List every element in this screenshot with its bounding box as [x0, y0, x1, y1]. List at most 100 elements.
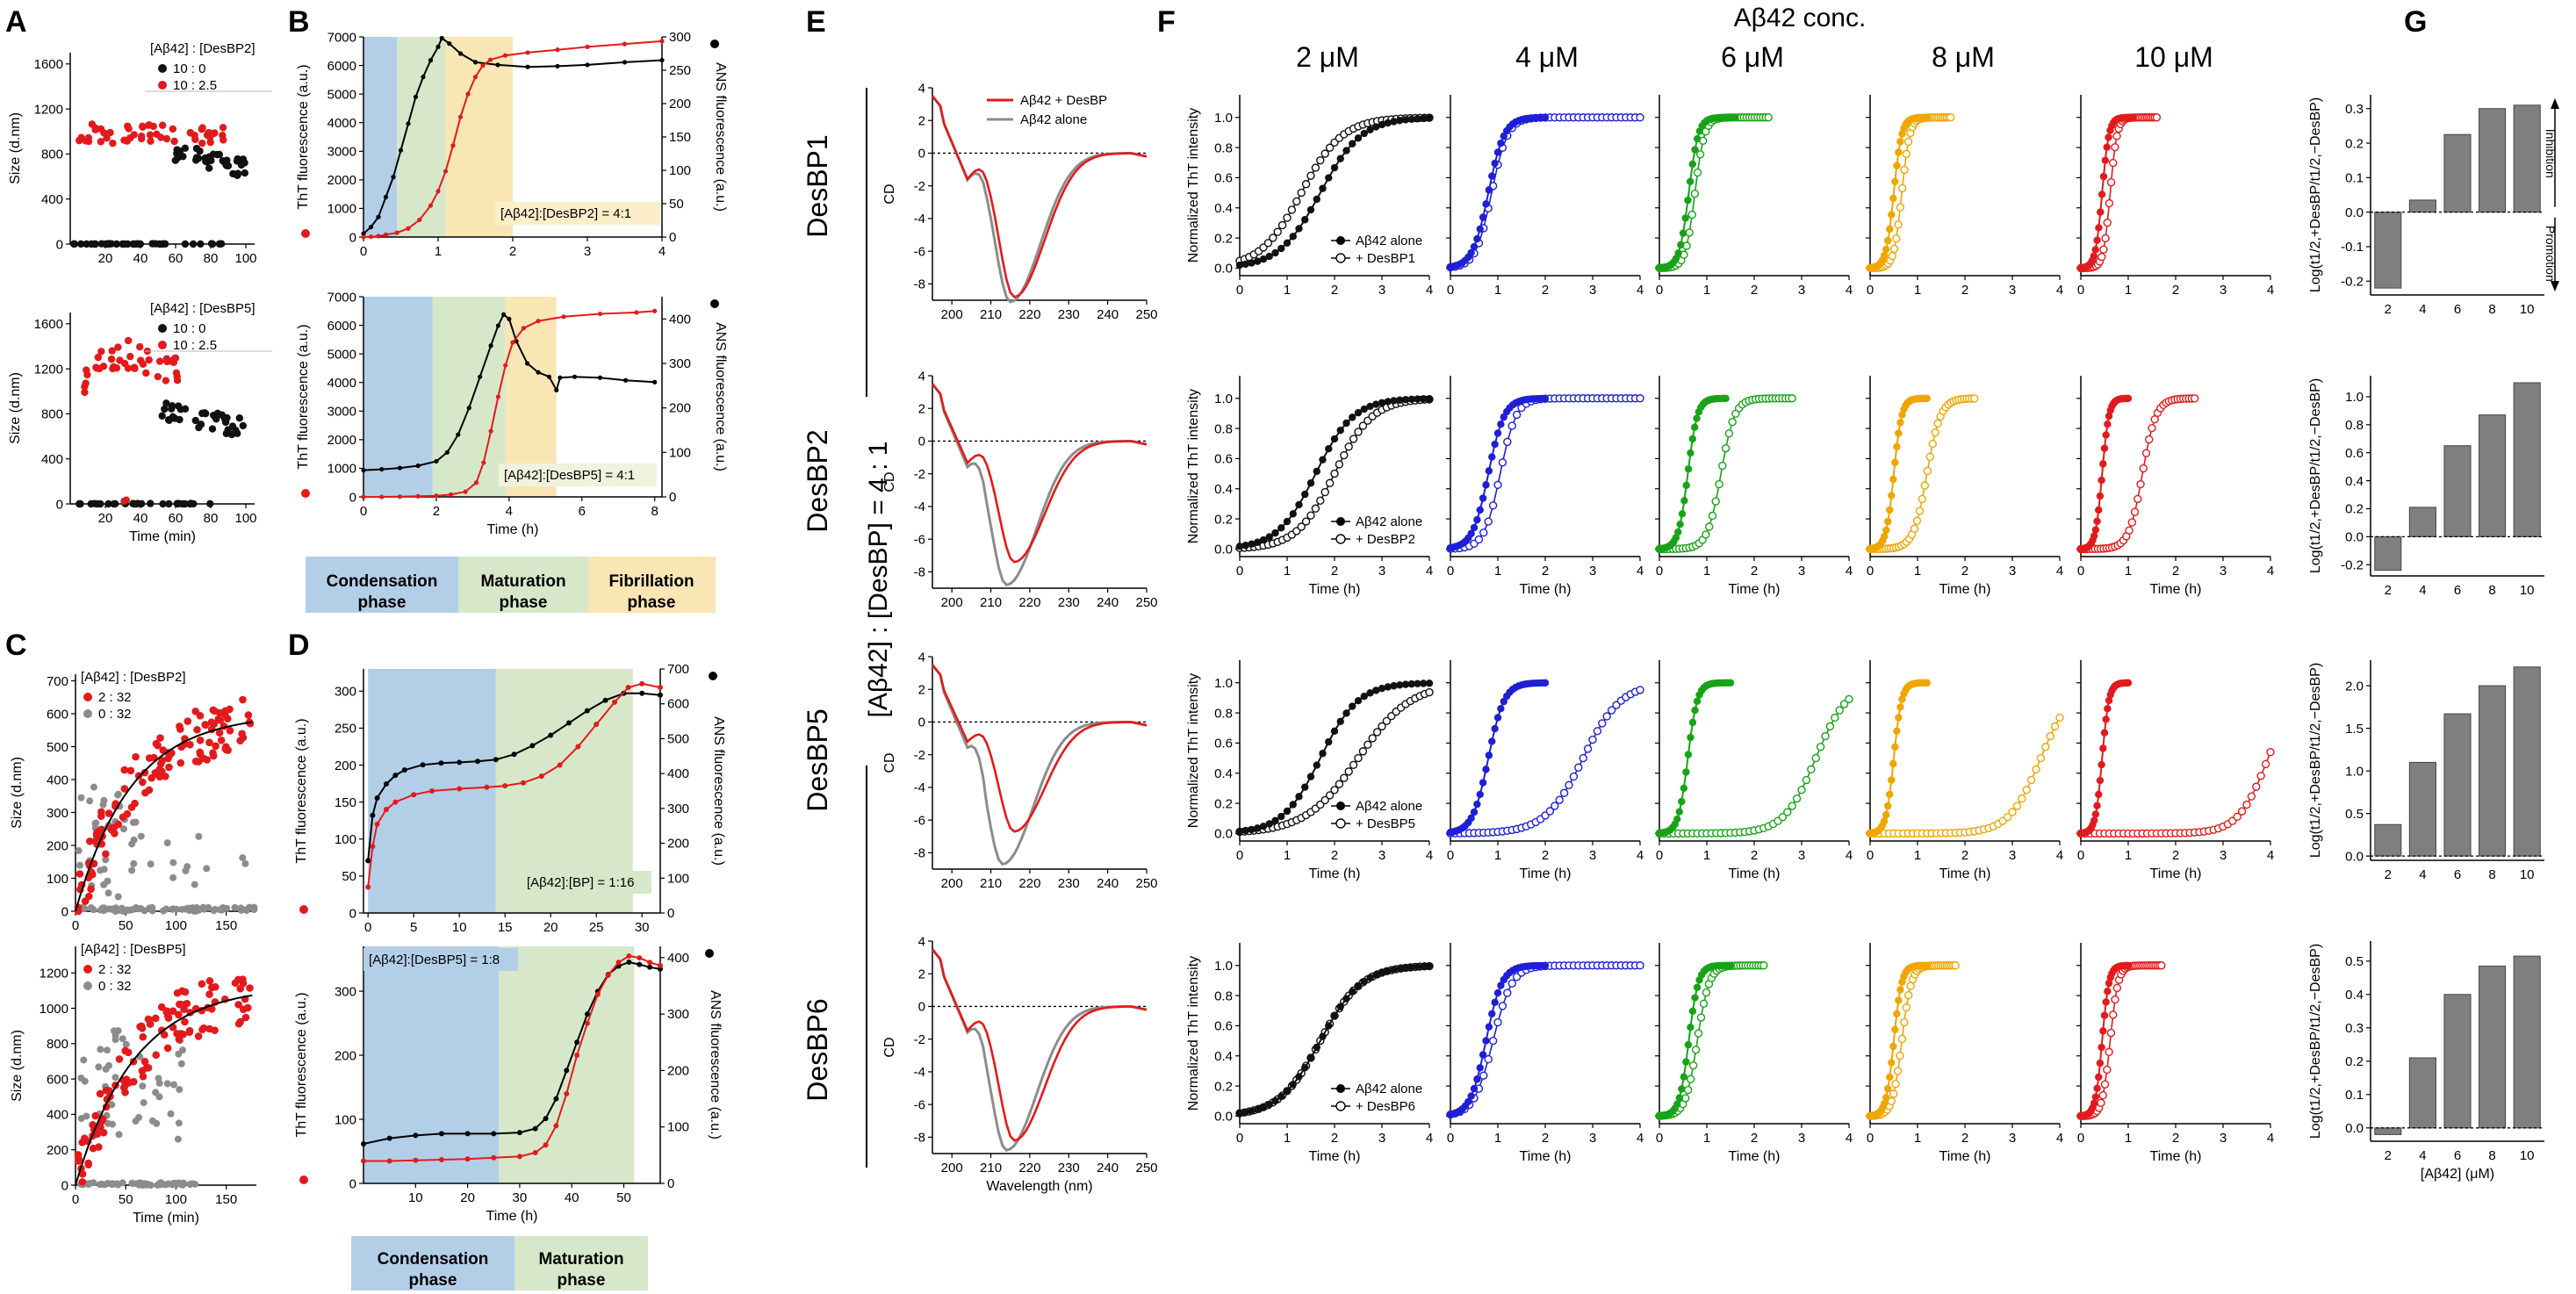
- tht-alone-point: [1693, 697, 1702, 705]
- tht-with-point: [1545, 807, 1555, 816]
- tht-with-point: [1696, 1013, 1706, 1022]
- tht-alone-point: [1378, 684, 1386, 693]
- data-point-gray: [118, 904, 126, 912]
- data-point-gray: [155, 1093, 163, 1101]
- tht-point: [438, 1157, 444, 1162]
- tht-alone-point: [1336, 1003, 1344, 1010]
- tht-with-line: [1659, 698, 1850, 835]
- data-point-red: [176, 758, 185, 767]
- x-tick-label: 210: [980, 1161, 1002, 1175]
- y-tick-label: 0: [349, 490, 356, 505]
- tht-alone-point: [1884, 236, 1892, 245]
- data-point-red: [96, 1089, 104, 1098]
- tht-alone-point: [1396, 681, 1404, 689]
- tht-point: [594, 991, 601, 997]
- tht-with-point: [1503, 437, 1512, 447]
- ans-point: [566, 720, 572, 726]
- panel-letter-e: E: [806, 5, 826, 39]
- data-point: [176, 415, 183, 424]
- data-point-red: [203, 756, 212, 764]
- y-tick-label: 0.0: [2345, 1121, 2364, 1136]
- ans-point: [659, 58, 665, 63]
- tht-alone-point: [1289, 801, 1297, 809]
- ans-point: [379, 466, 385, 472]
- data-point-red: [181, 1017, 189, 1026]
- y-axis-label: ThT fluorescence (a.u.): [296, 64, 311, 209]
- tht-alone-point: [1493, 148, 1502, 156]
- tht-alone-point: [2124, 394, 2133, 403]
- legend-label: Aβ42 alone: [1356, 514, 1422, 529]
- y-tick-label: 2000: [327, 433, 356, 448]
- y-tick-label: 0.4: [1214, 766, 1233, 781]
- tht-alone-point: [1254, 824, 1262, 832]
- tht-with-point: [1686, 1075, 1695, 1083]
- data-point: [114, 343, 122, 351]
- tht-alone-line: [2080, 397, 2129, 550]
- x-tick-label: 4: [2056, 283, 2063, 298]
- y-axis-label: CD: [882, 471, 897, 492]
- tht-point: [532, 1149, 538, 1155]
- tht-with-point: [1792, 794, 1802, 803]
- y-tick-label: 0.3: [2345, 1021, 2364, 1036]
- y-tick-label: 0.8: [1214, 988, 1233, 1003]
- x-tick-label: 2: [1331, 564, 1338, 579]
- legend-marker: [83, 965, 92, 974]
- tht-alone-point: [2093, 517, 2101, 525]
- data-point: [219, 131, 227, 140]
- x-tick-label: 1: [1914, 283, 1921, 298]
- data-point: [124, 122, 132, 130]
- tht-with-point: [1894, 220, 1903, 229]
- tht-with-point: [1330, 786, 1339, 794]
- x-tick-label: 6: [2454, 867, 2461, 882]
- y-axis-label: Log(t1/2,+DesBP/t1/2,−DesBP): [2308, 944, 2323, 1139]
- y-tick-label: 200: [335, 758, 356, 773]
- ans-point: [536, 370, 541, 375]
- tht-alone-point: [1682, 481, 1690, 490]
- tht-alone-point: [1372, 687, 1380, 694]
- y-tick-label: 0: [918, 147, 925, 162]
- tht-alone-point: [1676, 520, 1684, 528]
- plot-frame: [1870, 660, 2060, 841]
- x-axis-label: Time (h): [1939, 1149, 1991, 1164]
- tht-alone-point: [1401, 964, 1410, 972]
- data-point-gray: [90, 783, 97, 791]
- data-point: [162, 377, 170, 385]
- y-tick-label: 0.0: [1214, 262, 1233, 277]
- y-tick-label: 200: [335, 1048, 356, 1063]
- y-tick-label: 2: [918, 682, 925, 697]
- x-tick-label: 210: [980, 595, 1002, 610]
- y-tick-label: -0.2: [2341, 557, 2364, 572]
- tht-with-point: [1330, 469, 1339, 478]
- x-tick-label: 50: [119, 1192, 133, 1207]
- legend-marker: [83, 693, 92, 701]
- data-point-red: [151, 769, 160, 777]
- y-tick-label: 0: [918, 435, 925, 449]
- x-axis-label: Time (h): [1729, 582, 1781, 597]
- data-point-red: [175, 1010, 183, 1019]
- tht-alone-point: [1684, 751, 1693, 758]
- data-point-red: [236, 737, 244, 745]
- tht-alone-point: [2102, 998, 2110, 1006]
- tht-with-point: [1892, 234, 1901, 243]
- data-point: [99, 362, 108, 370]
- data-point-gray: [81, 1077, 89, 1085]
- y-tick-label: 4: [918, 934, 925, 949]
- y-tick-label: 600: [47, 1072, 68, 1087]
- legend-title: [Aβ42] : [DesBP2]: [81, 670, 186, 685]
- data-point: [161, 405, 169, 413]
- legend-marker: [1335, 818, 1346, 829]
- y-tick-label: 1200: [34, 362, 63, 377]
- y-tick-label: 150: [335, 795, 356, 810]
- tht-with-point: [1607, 706, 1616, 715]
- x-tick-label: 60: [169, 251, 183, 266]
- ans-point: [415, 463, 421, 469]
- tht-alone-point: [1241, 260, 1249, 269]
- data-point-gray: [205, 903, 212, 911]
- x-tick-label: 250: [1135, 307, 1157, 322]
- data-point-gray: [76, 861, 83, 869]
- tht-alone-point: [1891, 743, 1899, 751]
- x-tick-label: 3: [1378, 564, 1385, 579]
- tht-alone-point: [1688, 435, 1697, 443]
- tht-alone-point: [1884, 1084, 1892, 1093]
- tht-alone-point: [1896, 138, 1904, 146]
